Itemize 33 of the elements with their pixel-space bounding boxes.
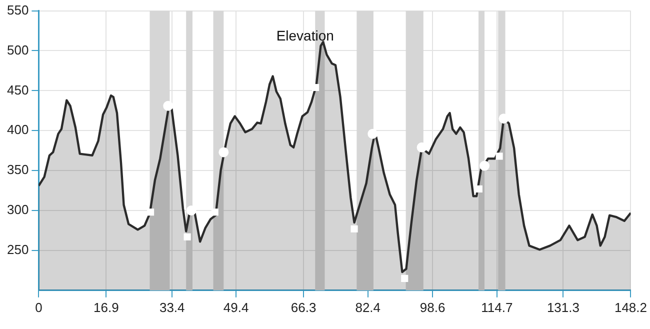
- point: [401, 274, 408, 282]
- x-tick-label: 148.2: [614, 300, 648, 315]
- x-tick-label: 98.6: [420, 300, 446, 315]
- point: [416, 142, 427, 152]
- point: [498, 114, 509, 124]
- text: Elevation: [276, 28, 334, 44]
- x-tick-label: 49.4: [223, 300, 249, 315]
- point: [147, 208, 154, 216]
- point: [163, 100, 174, 111]
- point: [186, 206, 196, 216]
- point: [312, 84, 320, 92]
- x-tick-label: 0: [35, 300, 42, 315]
- x-tick-label: 82.4: [355, 300, 381, 315]
- y-tick-label: 550: [6, 2, 29, 18]
- y-tick-label: 300: [6, 202, 29, 218]
- x-tick-label: 16.9: [94, 300, 119, 315]
- y-tick-label: 500: [6, 42, 29, 58]
- point: [350, 225, 358, 232]
- point: [496, 152, 503, 160]
- x-tick-label: 131.3: [546, 300, 580, 315]
- point: [218, 147, 229, 158]
- x-tick-label: 33.4: [159, 300, 185, 315]
- x-tick-label: 114.7: [481, 300, 513, 315]
- point: [184, 233, 191, 240]
- y-tick-label: 400: [6, 122, 29, 138]
- point: [475, 185, 482, 192]
- point: [480, 160, 490, 171]
- y-tick-label: 350: [6, 162, 29, 178]
- y-tick-label: 450: [6, 82, 29, 98]
- x-tick-label: 66.3: [290, 300, 316, 315]
- y-tick-label: 250: [6, 242, 29, 258]
- point: [368, 128, 378, 139]
- point: [211, 208, 218, 216]
